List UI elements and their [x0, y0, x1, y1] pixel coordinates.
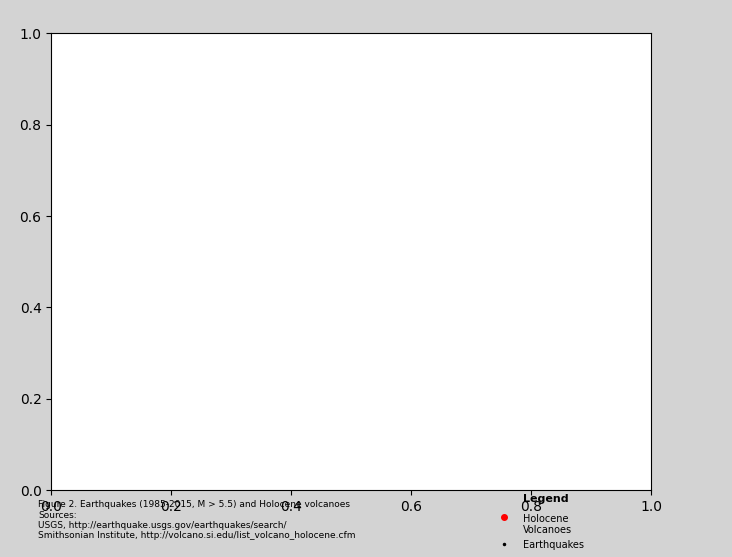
Text: Holocene
Volcanoes: Holocene Volcanoes [523, 514, 572, 535]
Text: Legend: Legend [523, 494, 569, 504]
Text: Earthquakes: Earthquakes [523, 540, 584, 550]
Text: Figure 2. Earthquakes (1985-2015, M > 5.5) and Holocene volcanoes
Sources:
USGS,: Figure 2. Earthquakes (1985-2015, M > 5.… [38, 500, 356, 540]
